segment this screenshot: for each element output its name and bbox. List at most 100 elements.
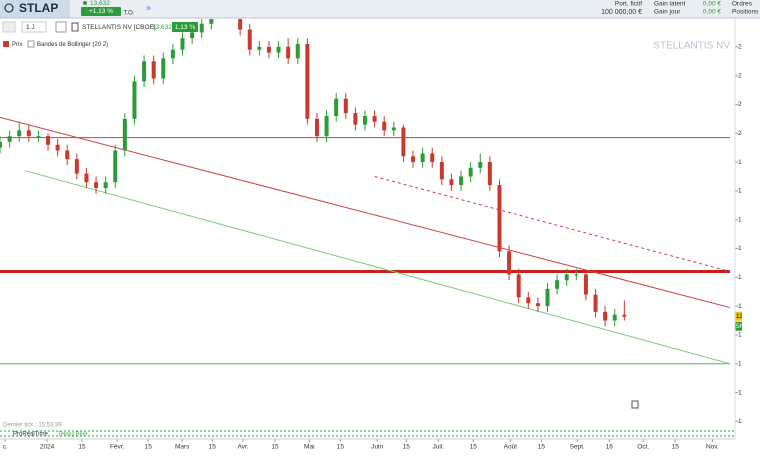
- x-tick-label: Nov.: [706, 444, 719, 451]
- trend-line: [374, 175, 731, 273]
- toolbar-price: 13,632: [152, 24, 172, 31]
- change-badge: [81, 7, 121, 16]
- orders[interactable]: Ordres: [732, 1, 753, 8]
- candle-body: [286, 46, 291, 59]
- gain-latent-label: Gain latent: [654, 1, 686, 8]
- gain-latent-value: 0,00 €: [703, 1, 721, 8]
- x-tick-label: 15: [271, 444, 279, 451]
- toolbar-change-badge: [172, 22, 198, 32]
- legend-swatch: [3, 41, 9, 47]
- candle-body: [535, 303, 540, 307]
- x-tick-label: 15: [145, 444, 153, 451]
- candle-body: [276, 46, 281, 53]
- candle-body: [363, 115, 367, 125]
- chart-menu[interactable]: [2, 21, 16, 33]
- y-tick-label: 12: [738, 360, 746, 367]
- candle-body: [151, 61, 156, 79]
- candle-body: [305, 43, 310, 119]
- x-tick-label: Juil.: [433, 444, 445, 451]
- positions[interactable]: Positions: [732, 9, 759, 16]
- candle-body: [55, 144, 60, 151]
- x-tick-label: 15: [470, 444, 478, 451]
- candle-body: [545, 288, 550, 307]
- plot-area: [0, 19, 731, 365]
- candle-body: [142, 61, 147, 82]
- candle-body: [516, 274, 521, 298]
- candle-body: [487, 162, 492, 186]
- to-button[interactable]: T.O.: [123, 11, 134, 17]
- x-tick-label: Mars: [175, 444, 190, 451]
- y-tick-label: 18: [738, 188, 746, 195]
- brand: ProRealTime: [13, 432, 48, 438]
- candle-body: [113, 150, 118, 183]
- x-tick-label: 2024: [40, 444, 55, 451]
- y-tick-label: 10: [738, 418, 746, 425]
- candle-body: [391, 127, 396, 131]
- last-tick: Dernier tick : 15:53:39: [3, 423, 62, 429]
- realtime: Temps Réel: [58, 431, 87, 437]
- candle-body: [526, 297, 531, 304]
- candle-body: [17, 130, 22, 137]
- change: +1,13 %: [89, 8, 113, 15]
- x-tick-label: 15: [538, 444, 546, 451]
- x-tick-label: 15: [78, 444, 86, 451]
- candle-body: [7, 136, 12, 142]
- candle-body: [103, 182, 108, 188]
- candle-body: [46, 136, 51, 145]
- x-tick-label: 15: [209, 444, 217, 451]
- side-tools: [742, 21, 758, 431]
- x-tick-label: Sept.: [570, 444, 585, 451]
- candle-body: [324, 115, 329, 137]
- candle-body: [94, 182, 99, 188]
- portfolio-value: 100 000,00 €: [601, 9, 642, 16]
- compare-icon[interactable]: [55, 21, 67, 33]
- symbol-box[interactable]: [0, 0, 70, 18]
- candle-body: [65, 150, 70, 160]
- y-tick-label: 22: [738, 72, 746, 79]
- search-icon[interactable]: [4, 3, 14, 13]
- price: 13,632: [90, 0, 110, 7]
- candle-body: [170, 49, 175, 59]
- candle-body: [603, 311, 608, 321]
- candle-body: [459, 176, 464, 186]
- period: 1 J: [26, 24, 35, 31]
- candle-body: [439, 162, 444, 180]
- info-icon[interactable]: [631, 400, 639, 409]
- y-tick-label: 20: [738, 130, 746, 137]
- legend-bollinger: Bandes de Bollinger (20 2): [37, 42, 108, 48]
- x-tick-label: Oct.: [637, 444, 649, 451]
- candle-body: [564, 274, 569, 281]
- x-tick-label: 15: [672, 444, 680, 451]
- candle-body: [343, 98, 348, 114]
- legend-checkbox[interactable]: [27, 40, 35, 48]
- x-tick-label: 15: [337, 444, 345, 451]
- candle-body: [574, 274, 579, 276]
- x-tick-label: Mai: [304, 444, 314, 451]
- candle-body: [612, 314, 617, 321]
- candle-body: [180, 38, 185, 50]
- instrument: STELLANTIS NV [CBOE]: [82, 24, 156, 31]
- candle-body: [555, 280, 560, 289]
- candle-body: [478, 162, 483, 168]
- candle-body: [593, 294, 598, 312]
- candle-body: [295, 43, 300, 59]
- symbol: STLAP: [19, 1, 58, 15]
- candle-body: [247, 29, 252, 50]
- candle-body: [622, 314, 627, 317]
- y-tick-label: 23: [738, 44, 746, 51]
- toolbar-change: 1,13 %: [175, 24, 195, 31]
- candle-body: [583, 274, 588, 295]
- period-select[interactable]: [21, 21, 47, 33]
- candle-body: [411, 156, 416, 163]
- candle-body: [420, 153, 425, 163]
- candle-body: [314, 118, 319, 137]
- expand[interactable]: »: [146, 2, 151, 12]
- x-tick-label: 15: [403, 444, 411, 451]
- candle-body: [209, 19, 214, 24]
- x-tick-label: Févr.: [110, 444, 125, 451]
- trend-line: [0, 116, 731, 309]
- candle-body: [199, 23, 204, 33]
- x-tick-label: c.: [3, 444, 8, 451]
- candle-body: [190, 32, 195, 39]
